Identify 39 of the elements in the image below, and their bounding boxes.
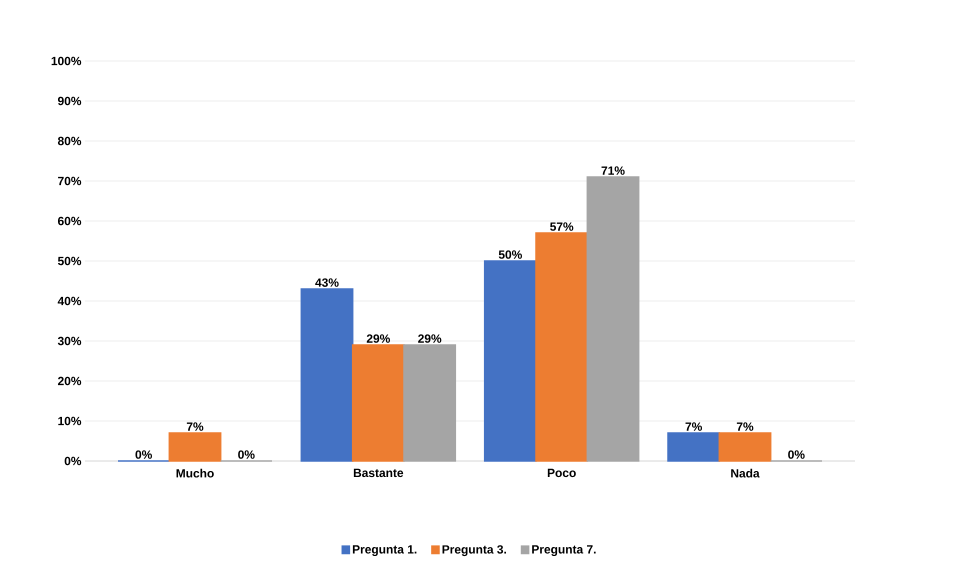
bar [586,176,640,462]
bar [535,232,588,462]
y-tick-label: 40% [58,296,82,306]
data-label: 43% [315,278,339,287]
data-label: 7% [186,422,204,431]
y-tick-label: 70% [58,176,82,186]
y-tick-label: 100% [52,56,82,66]
bar [403,344,456,462]
data-label: 29% [366,334,390,343]
y-tick-label: 80% [58,136,82,146]
y-tick-label: 20% [58,376,82,386]
data-label: 0% [135,450,152,459]
data-label: 57% [550,222,574,231]
y-tick-label: 30% [58,336,82,346]
data-label: 0% [788,450,805,459]
bar [352,344,405,462]
legend-label: Pregunta 3. [442,545,506,556]
bar [718,432,772,462]
bar [667,432,720,462]
bar [484,260,537,462]
y-tick-label: 90% [58,96,82,106]
x-tick-label: Nada [731,468,760,478]
bar [168,432,222,462]
data-label: 29% [418,334,442,343]
data-label: 50% [498,250,522,259]
x-tick-label: Mucho [176,468,214,478]
x-tick-label: Bastante [354,468,404,478]
legend-label: Pregunta 7. [532,545,596,556]
data-label: 71% [602,166,625,175]
data-label: 7% [686,422,702,431]
legend-label: Pregunta 1. [352,545,416,556]
y-tick-label: 60% [58,216,82,226]
y-tick-label: 50% [58,256,82,266]
bar [300,288,354,462]
x-tick-label: Poco [548,468,576,478]
y-tick-label: 10% [58,416,82,426]
data-label: 7% [736,422,754,431]
data-label: 0% [238,450,255,459]
y-tick-label: 0% [64,456,82,466]
